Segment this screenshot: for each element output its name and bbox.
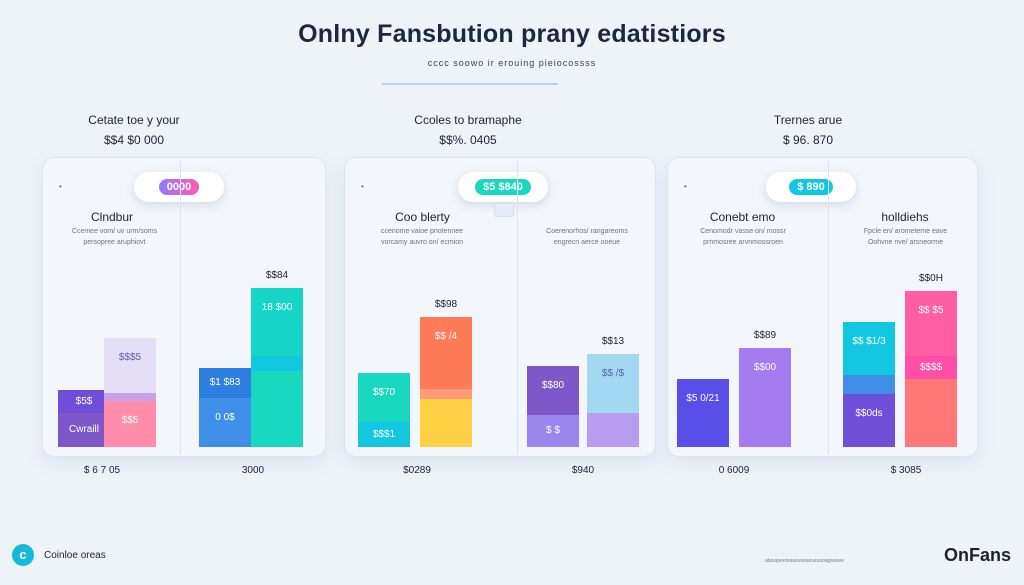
bar-segment: $$70 xyxy=(358,373,410,422)
group-heading-text: Trernes arue xyxy=(773,113,843,127)
pill-value: $ 890 xyxy=(789,179,833,195)
footer-fineprint: ataxapeeteaseuseaxueusoageaxee xyxy=(765,558,844,564)
bar-segment: $$$5 xyxy=(104,338,156,393)
panel-desc-line: Cenomodr vasse on/ mossr xyxy=(700,228,786,235)
brand-wordmark: OnFans xyxy=(944,545,1012,565)
pill-value: 0000 xyxy=(158,179,200,195)
panel-desc-3: ccenome vaioe pnotennee vorcamy auvro on… xyxy=(357,226,487,248)
bar-top-label: $$98 xyxy=(434,299,458,310)
panel-desc-6: Fpcle en/ arometeme eave Oohvne nve/ ars… xyxy=(838,226,973,248)
group-footer-label-3: 0 6009 xyxy=(718,465,750,476)
bar-segment xyxy=(104,393,156,401)
group-heading-3: Trernes arue $ 96. 870 xyxy=(723,113,893,147)
bar-segment xyxy=(587,413,639,447)
panel-footer-label-4: $940 xyxy=(571,465,595,476)
bar-segment xyxy=(843,375,895,394)
panel-desc-line: Fpcle en/ arometeme eave xyxy=(863,228,948,235)
bar-segment xyxy=(251,371,303,447)
panel-desc-line: vorcamy auvro on/ ecmion xyxy=(380,239,464,246)
panel-divider-2 xyxy=(517,160,655,455)
group-heading-1: Cetate toe y your $$4 $0 000 xyxy=(49,113,219,147)
bar-segment xyxy=(420,389,472,399)
group-heading-text: Ccoles to bramaphe xyxy=(414,113,522,127)
panel-footer-label-6: $ 3085 xyxy=(890,465,922,476)
panel-desc-line: Oohvne nve/ arsneorme xyxy=(867,239,944,246)
bar-top-label: $$89 xyxy=(753,330,777,341)
bar-segment xyxy=(251,356,303,371)
group-footer-label-2: $0289 xyxy=(403,465,431,476)
bar-segment: $$ $1/3 xyxy=(843,322,895,375)
chart-title: Onlny Fansbution prany edatistiors xyxy=(298,20,726,48)
panel-desc-line: prnmosree arvnmossroen xyxy=(703,239,783,246)
bar-segment: $$ /$ xyxy=(587,354,639,413)
panel-desc-line: Ccemee vom/ uv urm/soms xyxy=(71,228,158,235)
panel-desc-5: Cenomodr vasse on/ mossr prnmosree arvnm… xyxy=(678,226,808,248)
bar-segment: $5$ xyxy=(58,390,110,413)
pill-tab xyxy=(494,203,514,217)
panel-desc-line: engrecn aerce ooeue xyxy=(553,239,621,246)
group-heading-value: $$%. 0405 xyxy=(439,133,497,147)
panel-desc-line: ccenome vaioe pnotennee xyxy=(380,228,464,235)
bar-segment xyxy=(420,399,472,447)
card-marker-icon: • xyxy=(684,182,687,191)
bar-segment: Cwraill xyxy=(58,413,110,447)
brand-logo-icon[interactable]: c xyxy=(12,544,34,566)
panel-footer-label-2: 3000 xyxy=(241,465,265,476)
bar-segment: $$ $5 xyxy=(905,291,957,356)
panel-divider-3 xyxy=(828,160,977,455)
panel-title-3: Coo blerty xyxy=(395,210,450,224)
bar-segment: $$5 xyxy=(104,401,156,447)
summary-pill-1[interactable]: 0000 xyxy=(134,172,224,202)
group-heading-2: Ccoles to bramaphe $$%. 0405 xyxy=(383,113,553,147)
bar-segment: $$ /4 xyxy=(420,317,472,389)
bar-top-label: $$0H xyxy=(919,273,943,284)
chart-subtitle: cccc soowo ir erouing pieiocossss xyxy=(427,58,597,68)
bar-segment: 18 $00 xyxy=(251,288,303,356)
group-heading-text: Cetate toe y your xyxy=(88,113,180,127)
bar-segment: $$0ds xyxy=(843,394,895,447)
bar-segment xyxy=(905,379,957,447)
bar-segment: $$$$ xyxy=(905,356,957,379)
summary-pill-3[interactable]: $ 890 xyxy=(766,172,856,202)
group-heading-value: $ 96. 870 xyxy=(782,133,834,147)
panel-desc-4: Coerenorhos/ rangareoms engrecn aerce oo… xyxy=(522,226,652,248)
panel-title-1: Clndbur xyxy=(90,210,134,224)
bar-segment: $1 $83 xyxy=(199,368,251,398)
panel-desc-line: Coerenorhos/ rangareoms xyxy=(546,228,628,235)
card-marker-icon: • xyxy=(361,182,364,191)
bar-segment: $5 0/21 xyxy=(677,379,729,447)
bar-segment: 0 0$ xyxy=(199,398,251,447)
panel-title-5: Conebt emo xyxy=(709,210,776,224)
panel-desc-1: Ccemee vom/ uv urm/soms persopree aruphi… xyxy=(52,226,177,248)
card-marker-icon: • xyxy=(59,182,62,191)
group-footer-label-1: $ 6 7 05 xyxy=(83,465,121,476)
panel-title-6: holldiehs xyxy=(881,210,929,224)
bar-top-label: $$84 xyxy=(265,270,289,281)
bar-segment: $$80 xyxy=(527,366,579,415)
bar-top-label: $$13 xyxy=(601,336,625,347)
bar-segment: $$$1 xyxy=(358,422,410,447)
group-heading-value: $$4 $0 000 xyxy=(103,133,165,147)
pill-value: $5 $840 xyxy=(475,179,531,195)
panel-divider-1 xyxy=(180,160,325,455)
summary-pill-2[interactable]: $5 $840 xyxy=(458,172,548,202)
title-underline xyxy=(382,83,558,85)
panel-desc-line: persopree aruphiovt xyxy=(83,239,146,246)
bar-segment: $ $ xyxy=(527,415,579,447)
footer-text: Coinloe oreas xyxy=(44,550,106,561)
bar-segment: $$00 xyxy=(739,348,791,447)
